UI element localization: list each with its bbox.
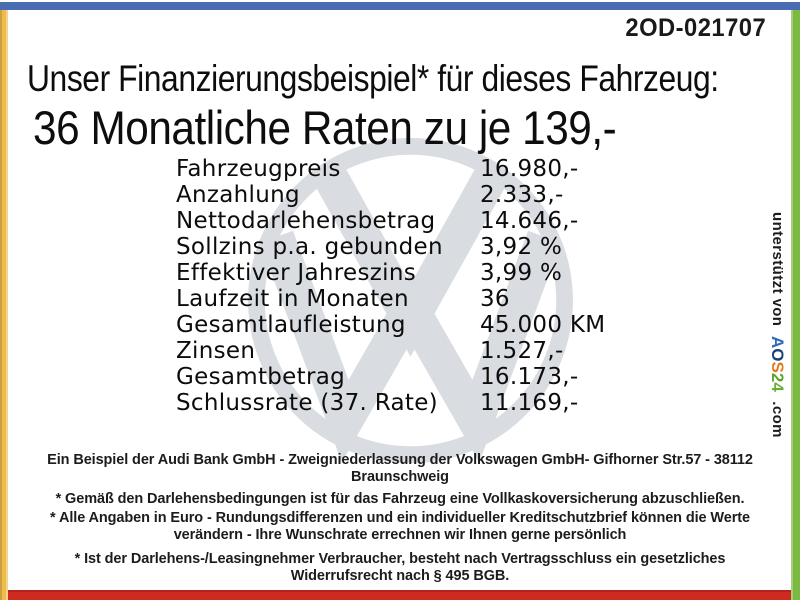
page-title: Unser Finanzierungsbeispiel* für dieses … [27,58,719,99]
table-row: Sollzins p.a. gebunden 3,92 % [176,234,605,260]
row-label: Nettodarlehensbetrag [176,208,436,234]
supporter-credit: unterstützt von AOS24 .com [767,212,787,438]
row-value: 45.000 KM [480,312,606,338]
frame-left-bar [0,10,8,600]
disclaimer-line: * Alle Angaben in Euro - Rundungsdiffere… [50,510,750,526]
image-id-code: 2OD-021707 [625,14,766,42]
row-label: Sollzins p.a. gebunden [176,234,443,260]
row-value: 3,92 % [480,234,563,260]
aos24-logo: AOS24 [768,336,787,392]
frame-bottom-bar [8,590,791,600]
vw-logo-watermark-icon [248,138,573,463]
row-value: 11.169,- [480,390,579,416]
disclaimer-line: Widerrufsrecht nach § 495 BGB. [290,568,510,584]
logo-domain-suffix: .com [769,401,786,438]
row-label: Zinsen [176,338,256,364]
row-label: Effektiver Jahreszins [176,260,416,286]
row-value: 16.980,- [480,156,579,182]
monthly-rate-headline: 36 Monatliche Raten zu je 139,- [33,101,617,154]
aos24-logo-letter: 2 [768,372,787,383]
row-value: 14.646,- [480,208,579,234]
supported-by-text: unterstützt von [769,212,786,327]
table-row: Laufzeit in Monaten 36 [176,286,605,312]
frame-top-bar [0,2,800,10]
frame-right-bar [791,10,800,600]
row-value: 16.173,- [480,364,579,390]
row-value: 36 [480,286,510,312]
aos24-logo-letter: O [768,348,787,362]
disclaimer-line: verändern - Ihre Wunschrate errechnen wi… [173,527,627,543]
table-row: Zinsen 1.527,- [176,338,605,364]
table-row: Fahrzeugpreis 16.980,- [176,156,605,182]
aos24-logo-letter: 4 [768,382,787,392]
table-row: Effektiver Jahreszins 3,99 % [176,260,605,286]
row-label: Schlussrate (37. Rate) [176,390,438,416]
disclaimer-line: Ein Beispiel der Audi Bank GmbH - Zweign… [47,452,753,468]
row-label: Fahrzeugpreis [176,156,341,182]
row-label: Gesamtlaufleistung [176,312,406,338]
disclaimer-line: * Gemäß den Darlehensbedingungen ist für… [55,491,745,507]
disclaimer-line: Braunschweig [351,469,449,485]
row-label: Anzahlung [176,182,300,208]
aos24-logo-letter: S [768,361,787,373]
table-row: Nettodarlehensbetrag 14.646,- [176,208,605,234]
row-value: 2.333,- [480,182,564,208]
row-label: Laufzeit in Monaten [176,286,409,312]
row-value: 3,99 % [480,260,563,286]
row-value: 1.527,- [480,338,564,364]
disclaimer-line: * Ist der Darlehens-/Leasingnehmer Verbr… [74,551,726,567]
financing-table: Fahrzeugpreis 16.980,- Anzahlung 2.333,-… [176,156,605,416]
disclaimer-text: Ein Beispiel der Audi Bank GmbH - Zweign… [10,452,790,585]
table-row: Schlussrate (37. Rate) 11.169,- [176,390,605,416]
table-row: Gesamtlaufleistung 45.000 KM [176,312,605,338]
row-label: Gesamtbetrag [176,364,345,390]
table-row: Gesamtbetrag 16.173,- [176,364,605,390]
aos24-logo-letter: A [768,335,787,349]
table-row: Anzahlung 2.333,- [176,182,605,208]
